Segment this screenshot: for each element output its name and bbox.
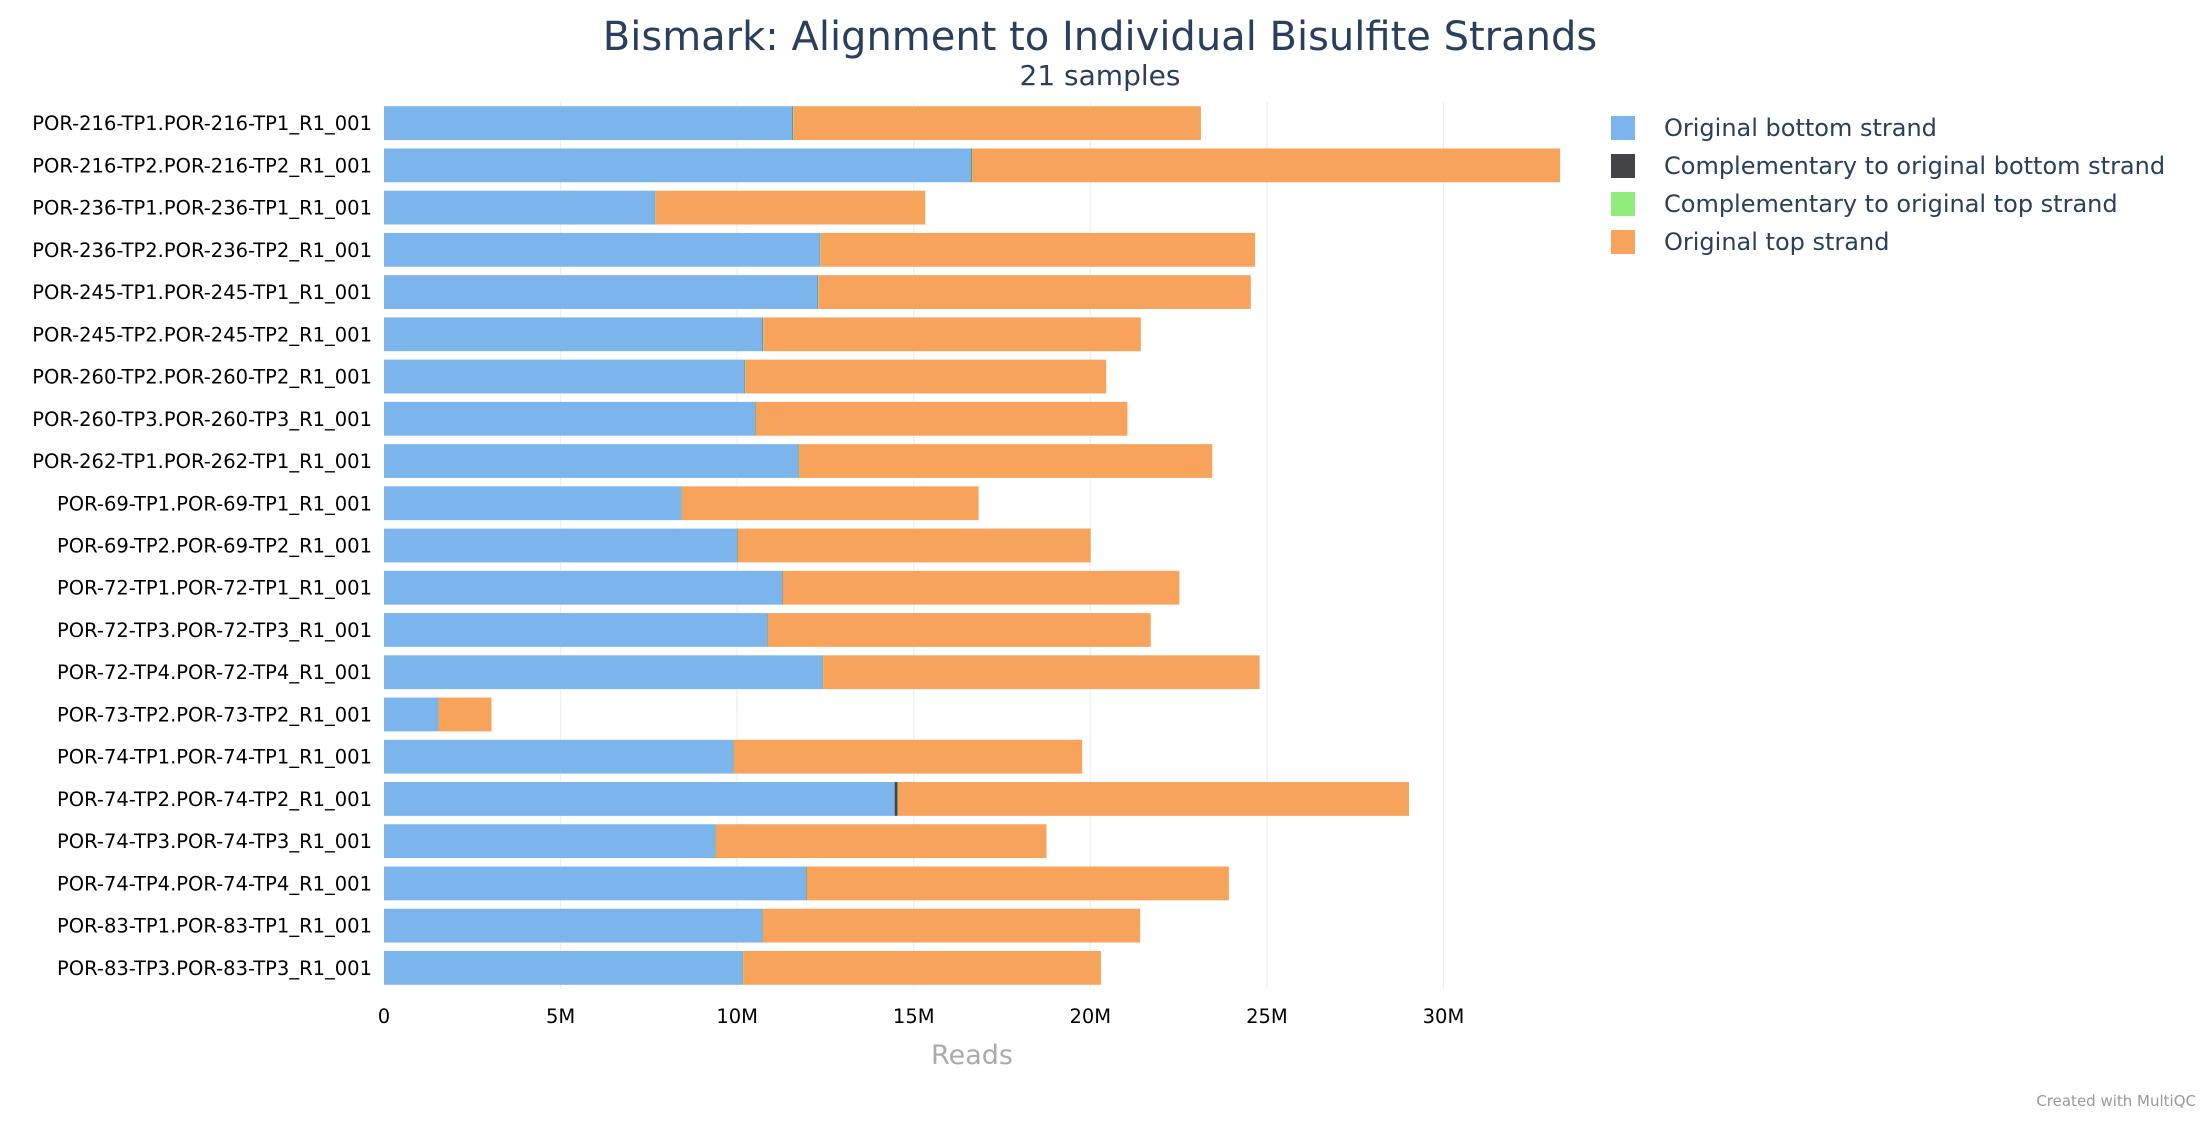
legend-swatch [1611,154,1635,178]
y-tick-label: POR-216-TP2.POR-216-TP2_R1_001 [32,154,372,177]
x-tick-label: 5M [546,1005,575,1028]
bar-segment [384,275,818,309]
y-tick-label: POR-74-TP3.POR-74-TP3_R1_001 [57,830,372,853]
chart-subtitle: 21 samples [1020,59,1181,92]
y-tick-label: POR-83-TP3.POR-83-TP3_R1_001 [57,957,372,980]
bar-segment [972,148,1560,182]
bar-segment [763,909,1140,943]
legend-item: Complementary to original bottom strand [1611,152,2165,180]
bar-segment [898,782,1409,816]
bar-segment [384,824,715,858]
legend-swatch [1611,116,1635,140]
credit-text: Created with MultiQC [2036,1092,2196,1110]
x-axis-tick-labels: 0 5M 10M 15M 20M 25M 30M [378,1005,1464,1028]
bar-segment [799,444,1212,478]
bar-segment [783,571,1180,605]
x-tick-label: 30M [1423,1005,1465,1028]
bar-segment [738,529,1091,563]
legend-item: Complementary to original top strand [1611,190,2118,218]
bar-segment [384,360,745,394]
y-tick-label: POR-69-TP1.POR-69-TP1_R1_001 [57,492,372,515]
bars [384,106,1560,985]
bar-segment [819,275,1251,309]
bar-segment [895,782,898,816]
bar-segment [756,402,1128,436]
y-tick-label: POR-260-TP2.POR-260-TP2_R1_001 [32,366,372,389]
y-tick-label: POR-83-TP1.POR-83-TP1_R1_001 [57,915,372,938]
bar-segment [384,148,971,182]
legend: Original bottom strand Complementary to o… [1611,114,2165,256]
bar-segment [384,402,755,436]
bar-segment [384,698,438,732]
y-axis-tick-labels: POR-216-TP1.POR-216-TP1_R1_001 POR-216-TP… [32,112,372,980]
legend-item: Original top strand [1611,228,1889,256]
y-tick-label: POR-236-TP1.POR-236-TP1_R1_001 [32,197,372,220]
bar-segment [384,444,798,478]
bar-segment [823,655,1259,689]
bar-segment [821,233,1255,267]
legend-swatch [1611,192,1635,216]
chart-title: Bismark: Alignment to Individual Bisulfi… [603,14,1597,60]
bar-segment [972,148,973,182]
y-tick-label: POR-74-TP1.POR-74-TP1_R1_001 [57,746,372,769]
legend-label: Original bottom strand [1664,114,1937,142]
y-tick-label: POR-72-TP1.POR-72-TP1_R1_001 [57,577,372,600]
y-tick-label: POR-262-TP1.POR-262-TP1_R1_001 [32,450,372,473]
y-tick-label: POR-245-TP1.POR-245-TP1_R1_001 [32,281,372,304]
bar-segment [763,317,1141,351]
y-tick-label: POR-74-TP2.POR-74-TP2_R1_001 [57,788,372,811]
bar-segment [384,613,767,647]
bar-segment [384,317,763,351]
x-tick-label: 0 [378,1005,390,1028]
bar-segment [384,529,737,563]
bar-segment [439,698,492,732]
y-tick-label: POR-72-TP3.POR-72-TP3_R1_001 [57,619,372,642]
y-tick-label: POR-236-TP2.POR-236-TP2_R1_001 [32,239,372,262]
bar-segment [768,613,1151,647]
legend-label: Complementary to original bottom strand [1664,152,2165,180]
bar-segment [384,486,681,520]
legend-item: Original bottom strand [1611,114,1937,142]
y-tick-label: POR-74-TP4.POR-74-TP4_R1_001 [57,872,372,895]
bar-segment [384,867,806,901]
bar-segment [745,360,1106,394]
bar-segment [743,951,1101,985]
y-tick-label: POR-260-TP3.POR-260-TP3_R1_001 [32,408,372,431]
x-axis-label: Reads [931,1040,1013,1071]
x-tick-label: 15M [893,1005,935,1028]
bar-segment [384,655,822,689]
bar-segment [384,909,762,943]
bar-segment [655,191,925,225]
bar-segment [716,824,1047,858]
bar-segment [971,148,972,182]
y-tick-label: POR-73-TP2.POR-73-TP2_R1_001 [57,703,372,726]
y-tick-label: POR-245-TP2.POR-245-TP2_R1_001 [32,323,372,346]
legend-swatch [1611,230,1635,254]
y-tick-label: POR-72-TP4.POR-72-TP4_R1_001 [57,661,372,684]
legend-label: Complementary to original top strand [1664,190,2118,218]
x-tick-label: 10M [716,1005,758,1028]
bar-segment [734,740,1082,774]
bar-segment [682,486,979,520]
x-tick-label: 20M [1069,1005,1111,1028]
bar-segment [384,951,742,985]
bar-segment [807,867,1229,901]
bar-segment [793,106,1201,140]
bar-segment [384,571,782,605]
bar-segment [384,233,820,267]
x-tick-label: 25M [1246,1005,1288,1028]
bar-segment [384,106,793,140]
y-tick-label: POR-69-TP2.POR-69-TP2_R1_001 [57,535,372,558]
bar-segment [384,191,655,225]
bar-segment [384,740,733,774]
y-tick-label: POR-216-TP1.POR-216-TP1_R1_001 [32,112,372,135]
bar-segment [384,782,895,816]
legend-label: Original top strand [1664,228,1889,256]
